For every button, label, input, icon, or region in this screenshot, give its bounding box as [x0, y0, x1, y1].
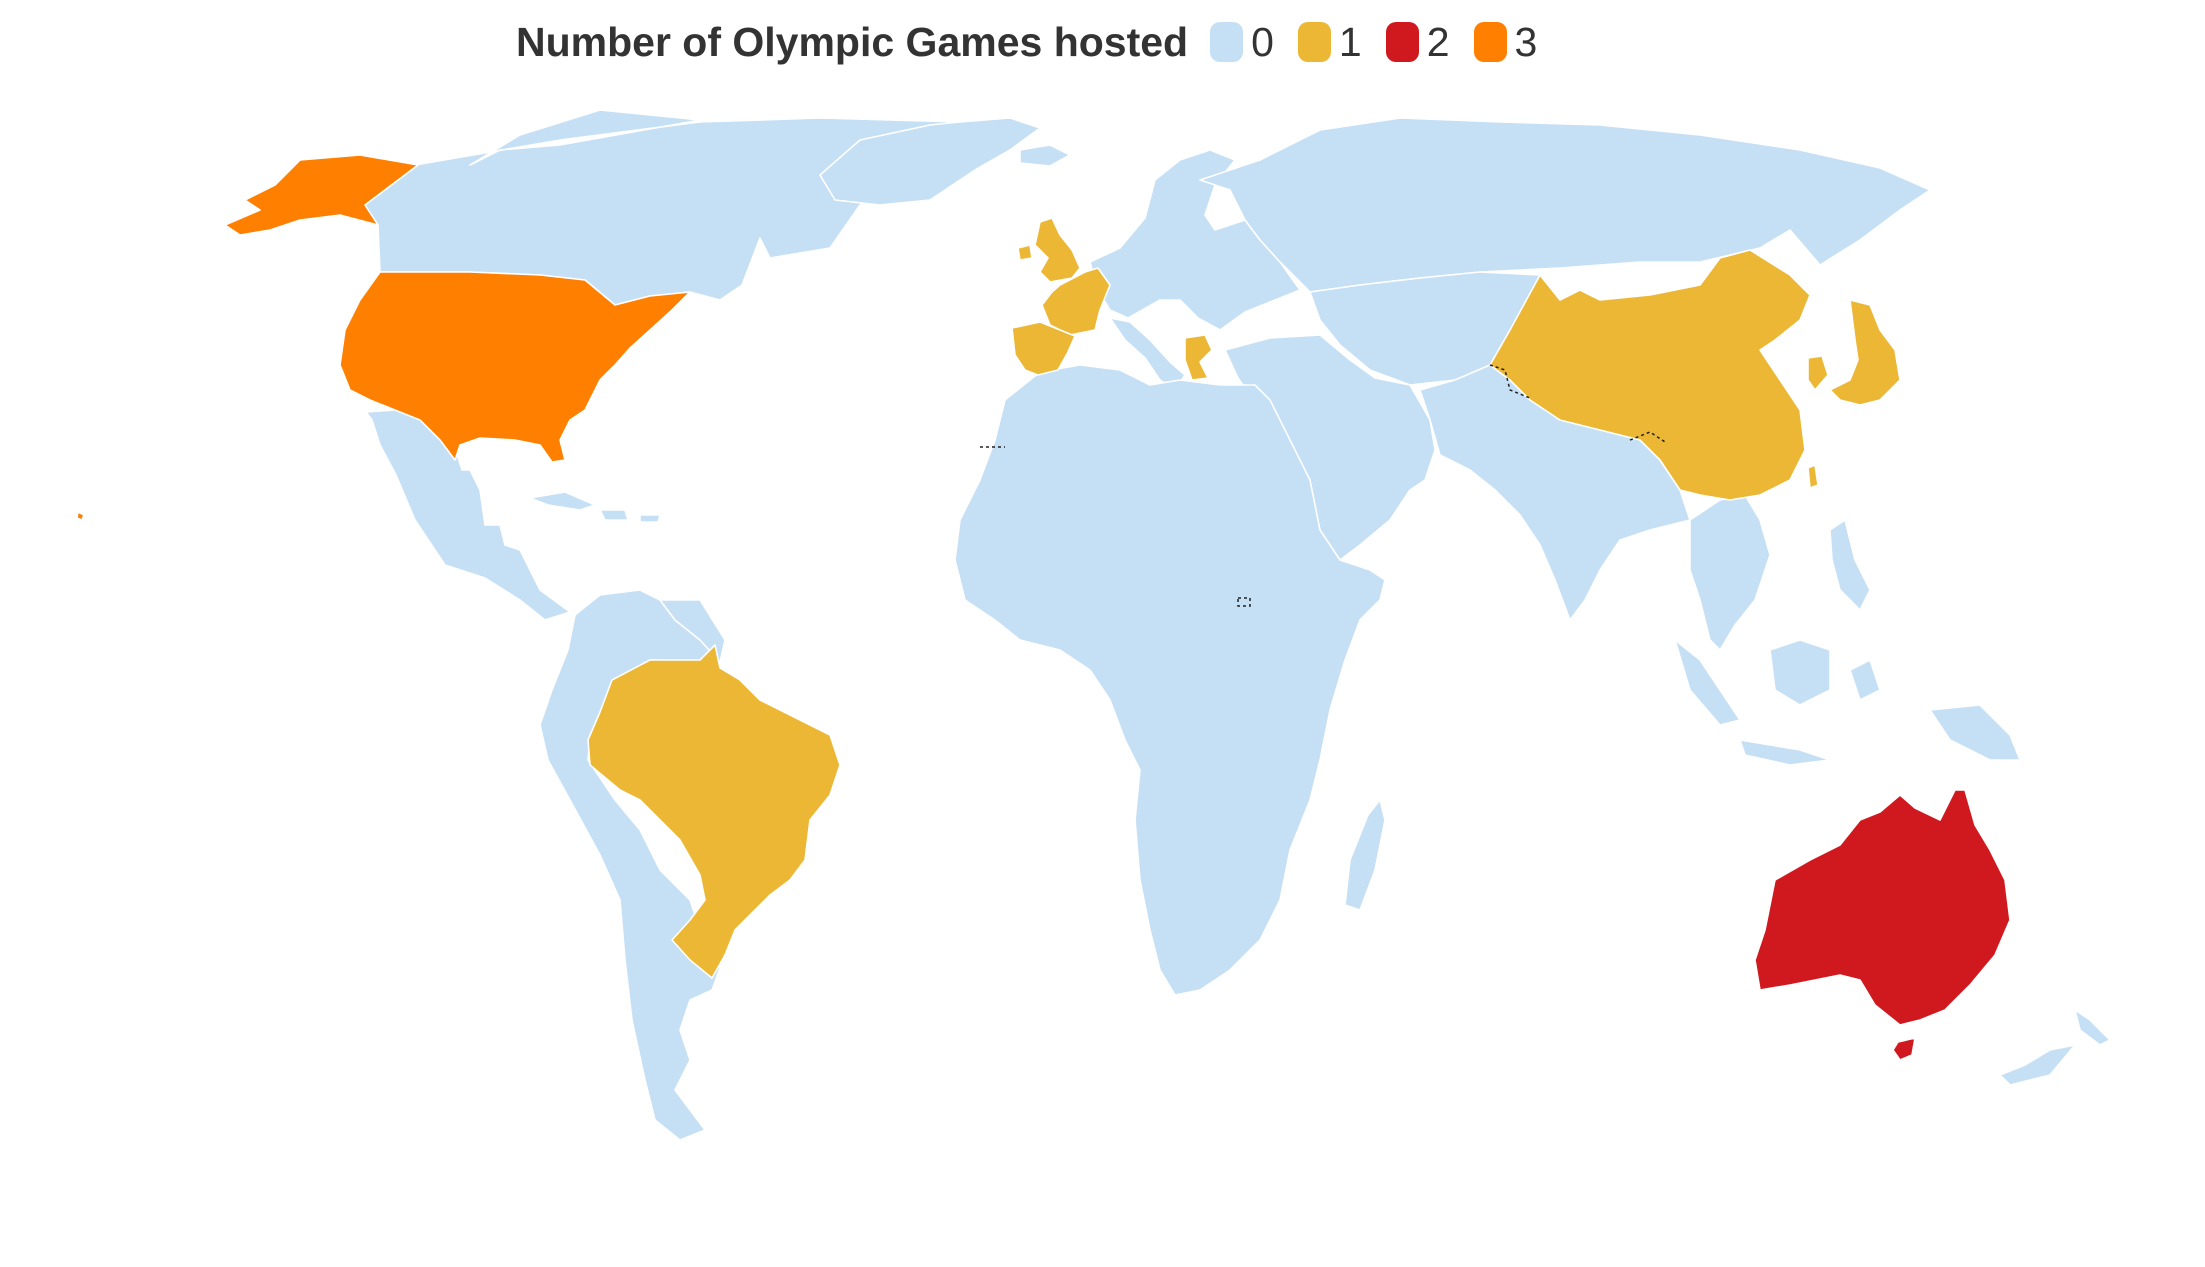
countries-zero	[364, 109, 2111, 1141]
legend-item-0: 0	[1210, 19, 1274, 66]
country-mexico-central-america[interactable]	[365, 407, 571, 621]
disputed-border-kashmir	[1489, 364, 1531, 399]
legend: Number of Olympic Games hosted 0 1 2 3	[516, 12, 1561, 72]
disputed-border-arunachal	[1629, 431, 1666, 443]
country-cuba[interactable]	[529, 491, 596, 511]
country-greenland[interactable]	[819, 117, 1041, 206]
legend-swatch-2	[1385, 22, 1419, 62]
country-china[interactable]	[1489, 249, 1811, 501]
country-spain[interactable]	[1011, 321, 1076, 376]
country-united-kingdom[interactable]	[1017, 217, 1081, 283]
legend-item-1: 1	[1297, 18, 1362, 66]
legend-swatch-1	[1297, 22, 1331, 62]
country-hawaii[interactable]	[76, 511, 85, 521]
country-france[interactable]	[1041, 267, 1111, 336]
countries-three	[76, 154, 691, 521]
country-papua-new-guinea[interactable]	[1929, 704, 2021, 761]
legend-swatch-3	[1473, 22, 1507, 62]
country-russia[interactable]	[1199, 117, 1931, 293]
country-guianas[interactable]	[659, 599, 726, 663]
country-japan[interactable]	[1829, 299, 1901, 406]
country-greece[interactable]	[1184, 334, 1213, 381]
legend-label-0: 0	[1251, 18, 1274, 65]
countries-one	[587, 217, 1901, 979]
countries-two	[1754, 789, 2011, 1061]
legend-swatch-0	[1210, 22, 1244, 62]
country-caribbean[interactable]	[599, 509, 661, 523]
country-united-states[interactable]	[339, 271, 691, 463]
country-taiwan[interactable]	[1807, 464, 1819, 489]
disputed-borders	[980, 364, 1666, 607]
legend-item-3: 3	[1473, 18, 1538, 66]
legend-label-1: 1	[1338, 18, 1362, 65]
country-africa[interactable]	[954, 364, 1386, 996]
country-southeast-asia[interactable]	[1689, 494, 1771, 651]
legend-item-2: 2	[1385, 18, 1450, 66]
legend-label-3: 3	[1514, 18, 1538, 65]
country-brazil[interactable]	[587, 644, 841, 979]
country-indonesia[interactable]	[1674, 639, 1881, 766]
country-madagascar[interactable]	[1344, 799, 1386, 911]
country-philippines[interactable]	[1829, 519, 1871, 611]
disputed-border-sudan	[1237, 597, 1251, 607]
country-new-zealand[interactable]	[1999, 1009, 2111, 1086]
country-alaska[interactable]	[224, 154, 419, 236]
legend-label-2: 2	[1426, 18, 1450, 65]
legend-title: Number of Olympic Games hosted	[516, 18, 1189, 65]
country-iceland[interactable]	[1019, 144, 1071, 167]
country-canada[interactable]	[364, 109, 976, 306]
country-australia[interactable]	[1754, 789, 2011, 1061]
country-south-korea[interactable]	[1807, 355, 1829, 391]
